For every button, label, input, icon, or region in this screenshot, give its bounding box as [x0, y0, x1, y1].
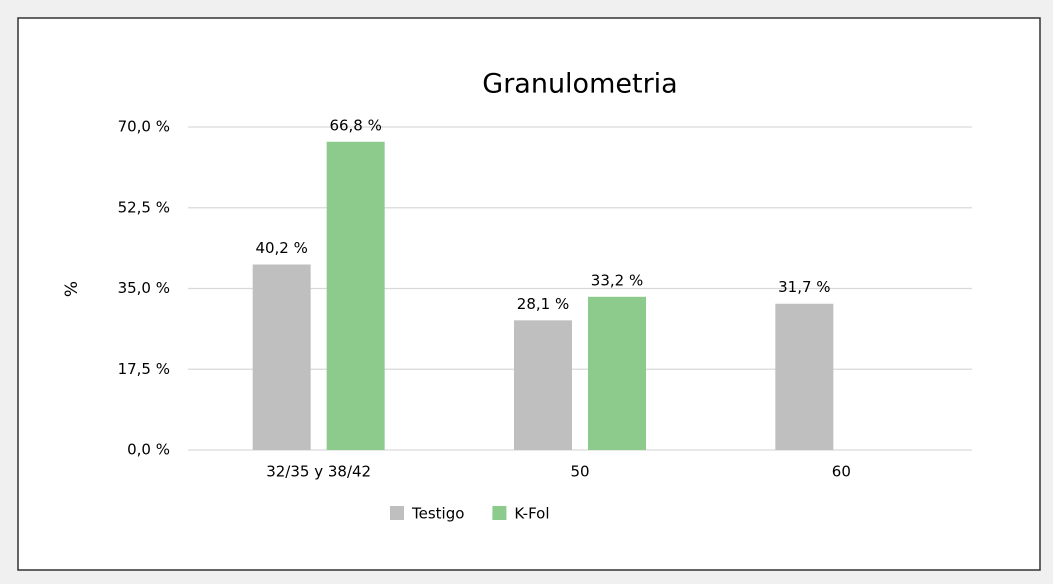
x-tick-label: 60: [832, 463, 851, 481]
legend-label: Testigo: [411, 505, 464, 523]
value-label: 40,2 %: [255, 239, 307, 257]
x-tick-label: 32/35 y 38/42: [266, 463, 371, 481]
y-tick-label: 0,0 %: [127, 441, 170, 459]
bar: [252, 264, 311, 450]
y-tick-label: 35,0 %: [118, 279, 170, 297]
bar: [588, 296, 646, 450]
bar: [326, 141, 385, 450]
y-axis-label: %: [62, 281, 82, 297]
chart-title: Granulometria: [482, 69, 677, 100]
y-tick-label: 52,5 %: [118, 198, 170, 216]
value-label: 33,2 %: [591, 271, 643, 289]
bar: [775, 303, 834, 450]
value-label: 28,1 %: [517, 295, 569, 313]
frame: [17, 17, 1041, 571]
y-tick-label: 70,0 %: [118, 118, 170, 136]
value-label: 66,8 %: [329, 116, 381, 134]
legend-label: K-Fol: [514, 505, 549, 523]
bar: [514, 320, 572, 450]
value-label: 31,7 %: [778, 278, 830, 296]
y-tick-label: 17,5 %: [118, 360, 170, 378]
legend-swatch: [390, 506, 404, 520]
x-tick-label: 50: [570, 463, 589, 481]
legend-swatch: [492, 506, 507, 520]
